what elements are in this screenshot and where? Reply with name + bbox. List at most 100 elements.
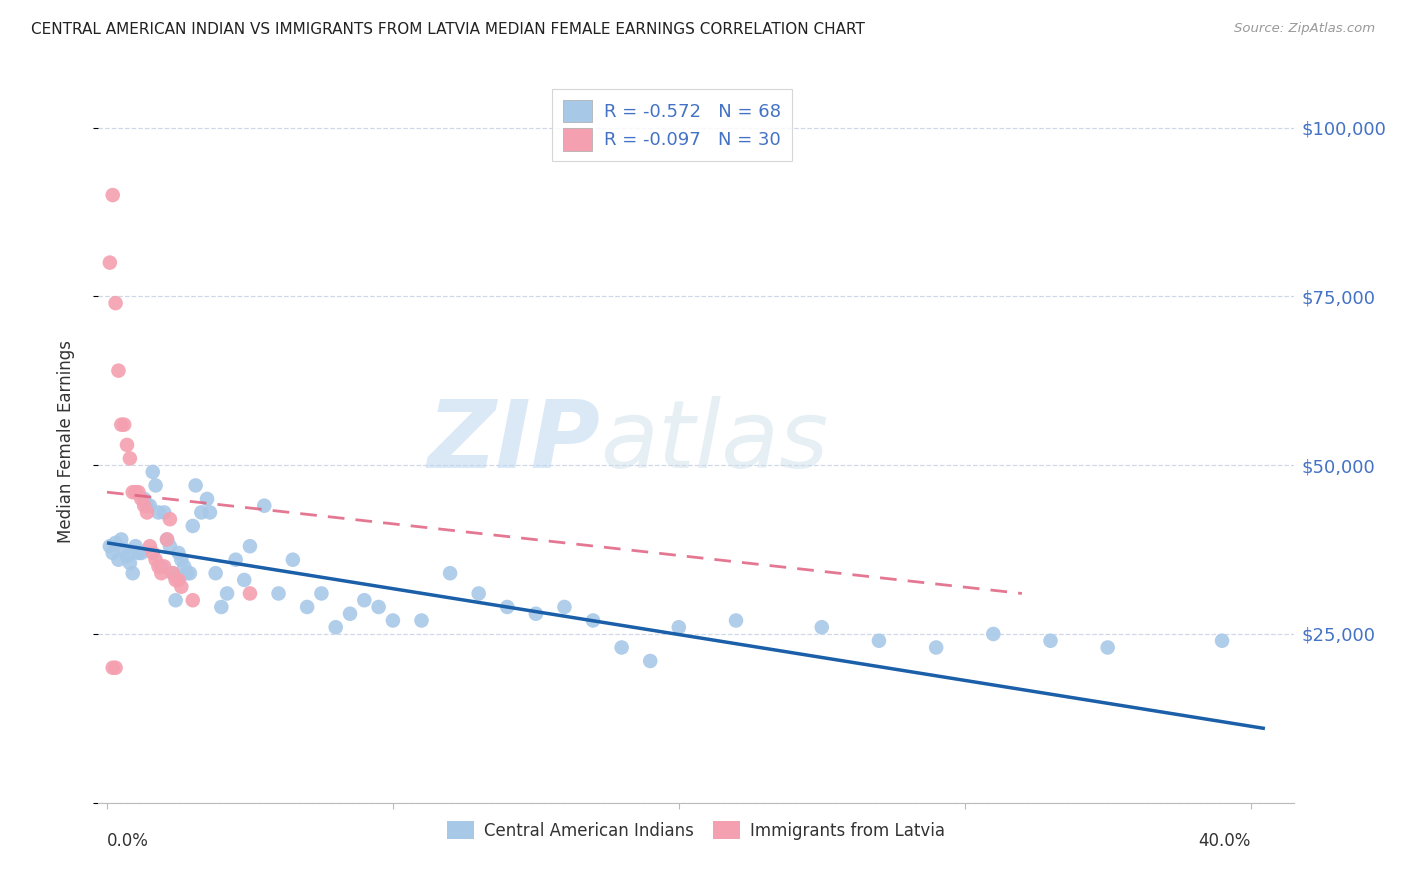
Point xyxy=(101,661,124,675)
Point xyxy=(139,499,162,513)
Point xyxy=(209,599,232,614)
Point xyxy=(198,505,221,519)
Point xyxy=(110,533,132,547)
Point xyxy=(107,364,129,378)
Point xyxy=(118,451,141,466)
Point xyxy=(217,586,239,600)
Legend: Central American Indians, Immigrants from Latvia: Central American Indians, Immigrants fro… xyxy=(440,814,952,847)
Point xyxy=(162,566,184,581)
Point xyxy=(170,552,193,566)
Point xyxy=(195,491,218,506)
Point xyxy=(233,573,256,587)
Point xyxy=(121,566,143,581)
Point xyxy=(173,559,195,574)
Point xyxy=(153,559,176,574)
Point xyxy=(295,599,318,614)
Point xyxy=(98,539,121,553)
Point xyxy=(112,542,135,557)
Point xyxy=(127,485,149,500)
Point xyxy=(134,499,156,513)
Point xyxy=(176,566,198,581)
Point xyxy=(204,566,226,581)
Point xyxy=(496,599,519,614)
Point xyxy=(101,546,124,560)
Point xyxy=(104,296,127,310)
Point xyxy=(724,614,747,628)
Point xyxy=(167,573,190,587)
Point xyxy=(1097,640,1119,655)
Point xyxy=(153,505,176,519)
Point xyxy=(145,552,167,566)
Text: 40.0%: 40.0% xyxy=(1198,831,1250,850)
Point xyxy=(668,620,690,634)
Point xyxy=(110,417,132,432)
Point xyxy=(339,607,361,621)
Point xyxy=(981,627,1004,641)
Point xyxy=(150,559,173,574)
Point xyxy=(1039,633,1062,648)
Text: atlas: atlas xyxy=(600,396,828,487)
Point xyxy=(118,556,141,570)
Point xyxy=(124,485,146,500)
Point xyxy=(136,505,159,519)
Text: CENTRAL AMERICAN INDIAN VS IMMIGRANTS FROM LATVIA MEDIAN FEMALE EARNINGS CORRELA: CENTRAL AMERICAN INDIAN VS IMMIGRANTS FR… xyxy=(31,22,865,37)
Point xyxy=(104,661,127,675)
Point xyxy=(127,546,149,560)
Text: Source: ZipAtlas.com: Source: ZipAtlas.com xyxy=(1234,22,1375,36)
Point xyxy=(1211,633,1233,648)
Point xyxy=(610,640,633,655)
Point xyxy=(131,546,153,560)
Point xyxy=(253,499,276,513)
Point xyxy=(381,614,404,628)
Point xyxy=(156,533,179,547)
Point xyxy=(239,586,262,600)
Point xyxy=(136,499,159,513)
Point xyxy=(810,620,832,634)
Point xyxy=(184,478,207,492)
Point xyxy=(121,485,143,500)
Point xyxy=(311,586,333,600)
Point xyxy=(145,478,167,492)
Point xyxy=(190,505,212,519)
Point xyxy=(156,533,179,547)
Point xyxy=(139,539,162,553)
Point xyxy=(98,255,121,269)
Point xyxy=(142,465,165,479)
Point xyxy=(162,566,184,581)
Point xyxy=(115,549,138,564)
Point xyxy=(239,539,262,553)
Point xyxy=(553,599,575,614)
Point xyxy=(467,586,489,600)
Point xyxy=(638,654,661,668)
Point xyxy=(225,552,247,566)
Point xyxy=(104,536,127,550)
Point xyxy=(112,417,135,432)
Point xyxy=(868,633,890,648)
Point xyxy=(148,505,170,519)
Point xyxy=(159,512,181,526)
Point xyxy=(179,566,201,581)
Point xyxy=(150,566,173,581)
Point xyxy=(325,620,347,634)
Point xyxy=(124,539,146,553)
Point xyxy=(281,552,304,566)
Point xyxy=(267,586,290,600)
Point xyxy=(148,559,170,574)
Text: 0.0%: 0.0% xyxy=(107,831,149,850)
Point xyxy=(582,614,605,628)
Point xyxy=(367,599,389,614)
Point xyxy=(134,491,156,506)
Point xyxy=(165,573,187,587)
Point xyxy=(925,640,948,655)
Point xyxy=(115,438,138,452)
Point xyxy=(181,519,204,533)
Point xyxy=(439,566,461,581)
Text: ZIP: ZIP xyxy=(427,395,600,488)
Point xyxy=(170,580,193,594)
Point xyxy=(181,593,204,607)
Point xyxy=(167,546,190,560)
Point xyxy=(131,491,153,506)
Point xyxy=(524,607,547,621)
Point xyxy=(107,552,129,566)
Point xyxy=(411,614,433,628)
